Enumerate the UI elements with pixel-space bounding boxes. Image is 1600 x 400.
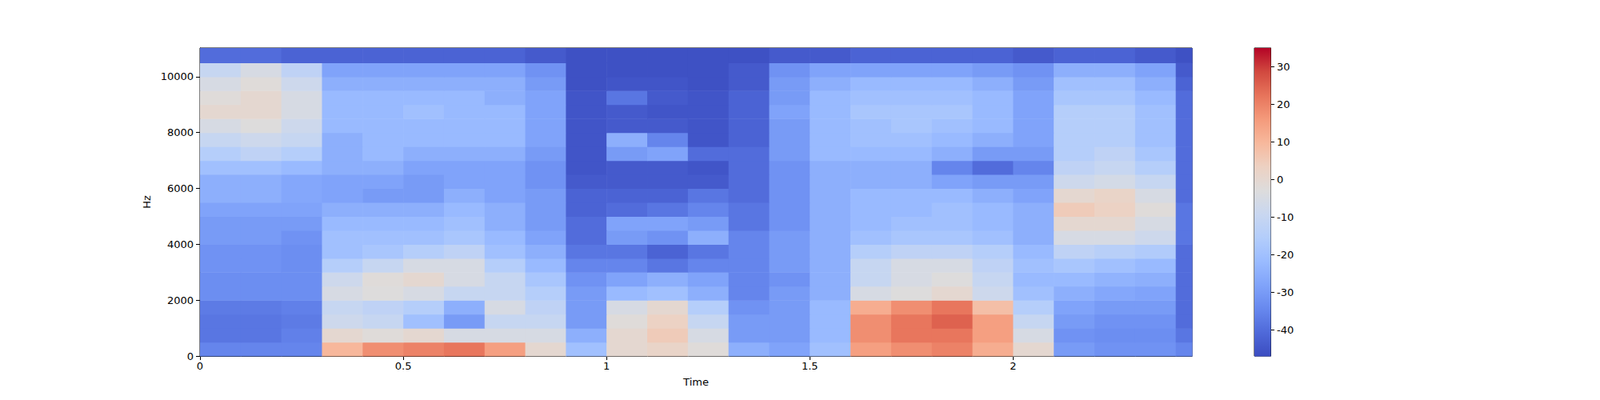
svg-text:0: 0 — [196, 360, 204, 372]
svg-text:10: 10 — [1276, 136, 1291, 148]
svg-text:30: 30 — [1276, 60, 1291, 73]
svg-text:Time: Time — [682, 376, 709, 388]
svg-text:0: 0 — [187, 350, 194, 363]
svg-text:Hz: Hz — [140, 195, 153, 209]
svg-text:20: 20 — [1276, 98, 1291, 111]
svg-text:1.5: 1.5 — [801, 360, 819, 372]
svg-text:-10: -10 — [1276, 211, 1294, 224]
svg-text:2: 2 — [1009, 360, 1016, 372]
svg-text:0: 0 — [1276, 173, 1284, 186]
svg-text:-20: -20 — [1276, 248, 1294, 261]
svg-text:-40: -40 — [1276, 324, 1294, 336]
svg-text:4000: 4000 — [167, 238, 194, 251]
svg-text:1: 1 — [603, 360, 610, 372]
svg-text:10000: 10000 — [160, 70, 194, 83]
svg-text:0.5: 0.5 — [395, 360, 412, 372]
svg-text:2000: 2000 — [167, 294, 194, 307]
svg-text:-30: -30 — [1276, 286, 1294, 299]
svg-text:8000: 8000 — [167, 126, 194, 139]
svg-text:6000: 6000 — [167, 182, 194, 195]
